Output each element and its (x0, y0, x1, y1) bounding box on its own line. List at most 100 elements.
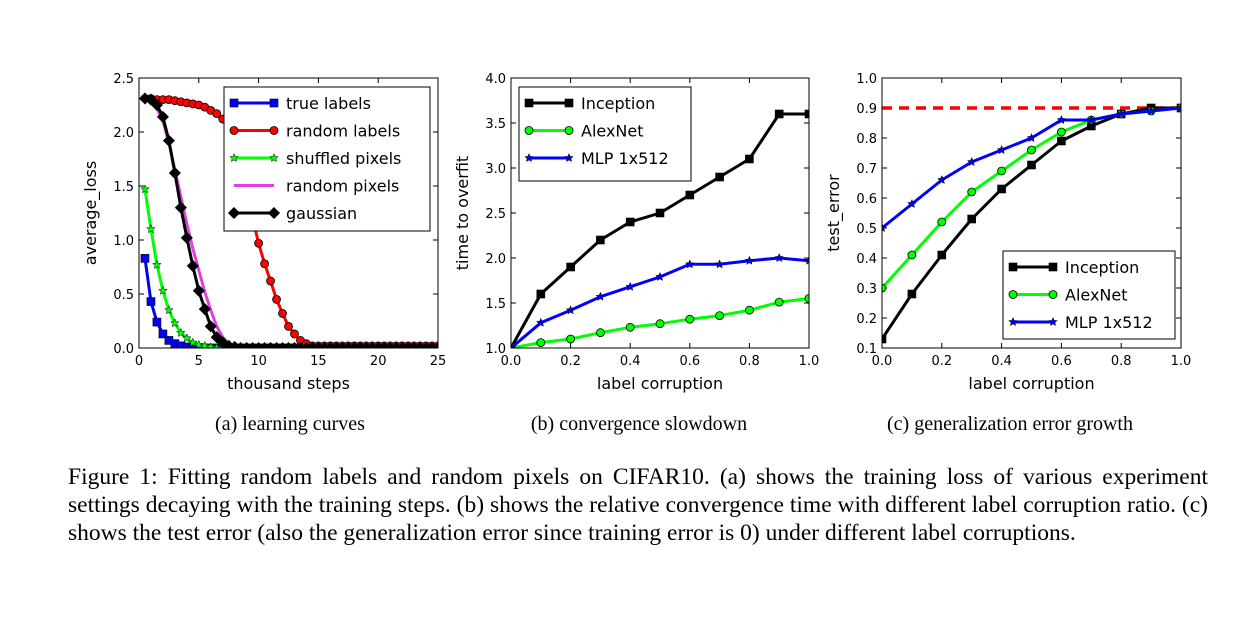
x-tick-label: 0.4 (620, 354, 641, 369)
y-tick-label: 3.5 (485, 117, 506, 132)
x-tick-label: 0.8 (1111, 354, 1132, 369)
data-point-inception (596, 235, 605, 245)
x-tick-label: 0.6 (679, 354, 700, 369)
legend-marker-alexnet (564, 126, 574, 135)
y-tick-label: 0.9 (856, 102, 877, 117)
x-axis-label: label corruption (968, 374, 1094, 393)
legend: Inception AlexNet MLP 1x512 (1002, 250, 1176, 340)
series-group (511, 109, 809, 348)
data-point-gaussian (192, 284, 205, 297)
subcaption: (a) learning curves (215, 413, 365, 435)
y-axis-label: time to overfit (453, 156, 472, 270)
y-tick-label: 1.0 (113, 234, 134, 249)
data-point-alexnet (715, 311, 724, 321)
data-point-true-labels (146, 297, 156, 306)
legend-marker-shuffled-pixels (229, 152, 239, 163)
data-point-alexnet (655, 319, 665, 329)
data-point-mlp-1x512 (1056, 114, 1067, 125)
x-tick-label: 0.0 (501, 354, 522, 369)
axes-frame (138, 77, 439, 349)
data-point-random-labels (212, 109, 222, 119)
data-point-random-labels (290, 329, 299, 339)
data-point-gaussian (431, 341, 438, 348)
data-point-mlp-1x512 (595, 291, 606, 301)
subcaption: (b) convergence slowdown (531, 413, 747, 435)
data-point-alexnet (774, 297, 784, 307)
legend: true labels random labels shuffled pixels r… (223, 86, 431, 232)
data-point-true-labels (140, 254, 150, 263)
y-tick-label: 3.0 (485, 162, 506, 177)
data-point-mlp-1x512 (907, 198, 917, 209)
data-point-alexnet (967, 187, 977, 197)
legend-label-gaussian: gaussian (286, 204, 357, 223)
data-point-mlp-1x512 (714, 259, 725, 269)
legend-marker-inception (564, 98, 574, 108)
data-point-shuffled-pixels (194, 339, 204, 348)
chart-1: 0.0 0.2 0.4 0.6 0.8 1.0 1.0 1.5 2.0 2.5 3.0 3.5 4.0 l… (453, 72, 819, 435)
data-point-alexnet (882, 283, 887, 293)
series-group (882, 102, 1181, 344)
data-point-gaussian (156, 110, 169, 123)
data-point-shuffled-pixels (152, 259, 162, 269)
chart-2: 0.0 0.2 0.4 0.6 0.8 1.0 0.1 0.2 0.3 0.4 0.5 0.6 0.7 0… (824, 72, 1191, 435)
chart-0: 0 5 10 15 20 25 0.0 0.5 1.0 1.5 2.0 2.5 thousand ste… (81, 72, 446, 435)
y-tick-label: 4.0 (485, 72, 506, 87)
x-tick-label: 0 (135, 354, 143, 369)
figure-panels: 0 5 10 15 20 25 0.0 0.5 1.0 1.5 2.0 2.5 thousand ste… (81, 72, 1191, 435)
legend-label-alexnet: AlexNet (581, 122, 644, 141)
data-point-inception (774, 109, 784, 119)
y-axis-label: average_loss (81, 161, 101, 265)
legend-label-inception: Inception (1065, 258, 1139, 277)
data-point-gaussian (204, 320, 217, 333)
legend-marker-inception (1048, 262, 1058, 272)
data-point-inception (937, 250, 947, 260)
data-point-mlp-1x512 (774, 252, 784, 263)
legend-marker-true-labels (229, 98, 239, 108)
data-point-shuffled-pixels (140, 184, 150, 194)
data-point-random-labels (254, 238, 264, 248)
data-point-mlp-1x512 (625, 281, 635, 291)
data-point-alexnet (536, 338, 546, 348)
legend-label-mlp-1x512: MLP 1x512 (581, 149, 669, 168)
data-point-gaussian (198, 303, 211, 316)
data-point-alexnet (804, 294, 809, 303)
x-tick-label: 25 (430, 354, 447, 369)
data-point-mlp-1x512 (1146, 105, 1156, 116)
data-point-gaussian (180, 231, 193, 244)
y-tick-label: 1.5 (113, 180, 134, 195)
legend-marker-mlp-1x512 (1048, 316, 1058, 327)
data-point-mlp-1x512 (996, 144, 1007, 155)
x-axis-label: thousand steps (227, 374, 350, 393)
legend-marker-gaussian (267, 206, 281, 220)
data-point-alexnet (937, 217, 947, 227)
legend: Inception AlexNet MLP 1x512 (518, 86, 692, 182)
data-point-inception (967, 214, 977, 224)
data-point-inception (804, 109, 809, 119)
y-tick-label: 1.0 (856, 72, 877, 87)
data-point-alexnet (745, 305, 754, 315)
data-point-shuffled-pixels (170, 318, 180, 328)
data-point-inception (1027, 160, 1036, 170)
data-point-true-labels (158, 329, 168, 339)
legend-label-random-pixels: random pixels (286, 177, 399, 196)
data-point-shuffled-pixels (176, 327, 186, 337)
y-tick-label: 0.8 (856, 132, 877, 147)
series-line-mlp-1x512 (511, 256, 809, 348)
x-tick-label: 0.4 (991, 354, 1012, 369)
data-point-gaussian (168, 167, 181, 180)
legend-marker-mlp-1x512 (524, 152, 534, 163)
data-point-inception (745, 154, 754, 164)
legend-marker-random-labels (229, 126, 239, 135)
data-point-mlp-1x512 (655, 271, 665, 281)
data-point-shuffled-pixels (188, 337, 198, 347)
data-point-mlp-1x512 (744, 255, 755, 265)
data-point-random-labels (266, 276, 275, 286)
axes-frame (510, 77, 810, 349)
data-point-shuffled-pixels (182, 333, 192, 343)
data-point-inception (907, 289, 917, 299)
x-tick-label: 15 (310, 354, 327, 369)
y-tick-label: 1.0 (485, 342, 506, 357)
data-point-mlp-1x512 (1086, 114, 1097, 125)
data-point-gaussian (186, 259, 199, 272)
x-tick-label: 0.6 (1051, 354, 1072, 369)
